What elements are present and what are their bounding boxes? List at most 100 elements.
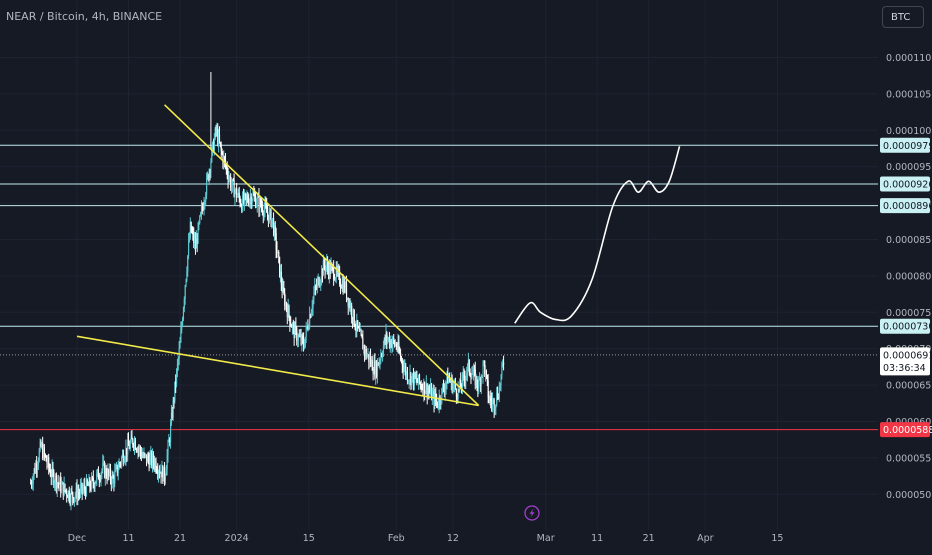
candle-body	[187, 255, 189, 272]
trendline-upper	[163, 104, 480, 407]
candle-body	[481, 375, 483, 377]
candle-body	[50, 475, 52, 478]
y-tick-label: 0.00005500	[886, 453, 932, 464]
candle-body	[315, 286, 318, 288]
candle-body	[166, 455, 168, 470]
candle-body	[417, 381, 419, 383]
candle-body	[287, 305, 289, 318]
candle-body	[150, 452, 152, 457]
candle-body	[217, 129, 219, 145]
candle-body	[461, 387, 463, 389]
candle-body	[176, 370, 178, 385]
candle-body	[321, 269, 323, 281]
candle-body	[206, 174, 209, 178]
candle-body	[60, 478, 62, 492]
trendlines-layer	[76, 104, 480, 407]
candle-body	[497, 392, 499, 399]
candle-body	[382, 345, 385, 355]
candle-body	[352, 309, 354, 321]
candle-body	[282, 287, 284, 292]
candle-body	[288, 305, 290, 316]
currency-button[interactable]: BTC	[882, 6, 924, 28]
candle-body	[71, 491, 73, 493]
candle-body	[410, 373, 412, 385]
candle-body	[432, 391, 434, 393]
candle-body	[97, 469, 99, 474]
candle-body	[365, 349, 367, 357]
candle-body	[236, 188, 238, 198]
candle-body	[269, 210, 271, 213]
candle-body	[87, 484, 89, 486]
projection-path[interactable]	[514, 146, 681, 324]
candles-layer	[30, 72, 505, 511]
candle-body	[95, 481, 97, 484]
candle-body	[31, 483, 33, 485]
x-tick-label: 21	[174, 533, 186, 544]
candle-body	[68, 490, 70, 500]
candle-body	[51, 467, 53, 478]
candle-body	[252, 194, 254, 200]
candle-body	[136, 449, 138, 452]
candle-body	[58, 483, 60, 485]
candle-body	[155, 461, 157, 471]
candle-body	[346, 297, 348, 299]
candle-body	[455, 382, 457, 390]
candle-body	[239, 197, 241, 205]
lightning-icon[interactable]	[524, 505, 540, 521]
candle-body	[124, 458, 126, 461]
candle-body	[456, 396, 458, 399]
candle-body	[158, 471, 160, 473]
candle-body	[40, 442, 42, 447]
candle-body	[489, 397, 491, 402]
candle-body	[293, 325, 295, 339]
level-badge-label: 0.00009794	[883, 141, 932, 152]
candle-body	[67, 490, 70, 498]
candle-body	[98, 479, 100, 481]
candle-body	[90, 486, 92, 489]
candle-body	[457, 388, 459, 399]
candle-body	[488, 397, 490, 402]
candle-body	[294, 325, 296, 339]
candle-body	[61, 482, 64, 485]
candle-body	[475, 376, 477, 386]
candle-body	[263, 209, 265, 216]
candle-body	[115, 465, 118, 468]
candle-body	[70, 491, 72, 503]
candle-body	[97, 469, 100, 480]
candle-body	[42, 444, 44, 459]
candle-body	[78, 492, 80, 494]
candle-body	[309, 314, 311, 328]
candle-body	[320, 280, 322, 285]
candle-body	[92, 478, 94, 484]
candle-body	[473, 369, 475, 374]
candle-body	[163, 466, 165, 482]
x-tick-label: Feb	[388, 533, 405, 544]
candle-body	[465, 376, 467, 382]
candle-body	[419, 382, 421, 385]
candle-body	[281, 284, 283, 292]
candle-body	[449, 378, 451, 381]
x-tick-label: 2024	[225, 533, 249, 544]
candle-body	[292, 324, 294, 326]
candle-body	[88, 478, 90, 486]
candle-body	[79, 493, 81, 495]
candle-body	[201, 207, 203, 209]
candle-body	[32, 475, 34, 485]
candle-body	[477, 385, 479, 389]
x-tick-label: Dec	[68, 533, 86, 544]
candle-body	[407, 380, 409, 382]
candle-body	[165, 469, 167, 476]
candle-body	[212, 142, 214, 149]
candle-body	[257, 196, 259, 198]
candle-body	[428, 390, 430, 392]
candle-body	[39, 442, 41, 451]
candle-body	[321, 269, 324, 276]
candle-body	[359, 330, 361, 332]
candle-body	[134, 440, 136, 447]
candle-body	[152, 454, 154, 465]
candle-body	[85, 479, 88, 496]
candle-body	[499, 385, 501, 387]
candle-body	[378, 361, 380, 366]
